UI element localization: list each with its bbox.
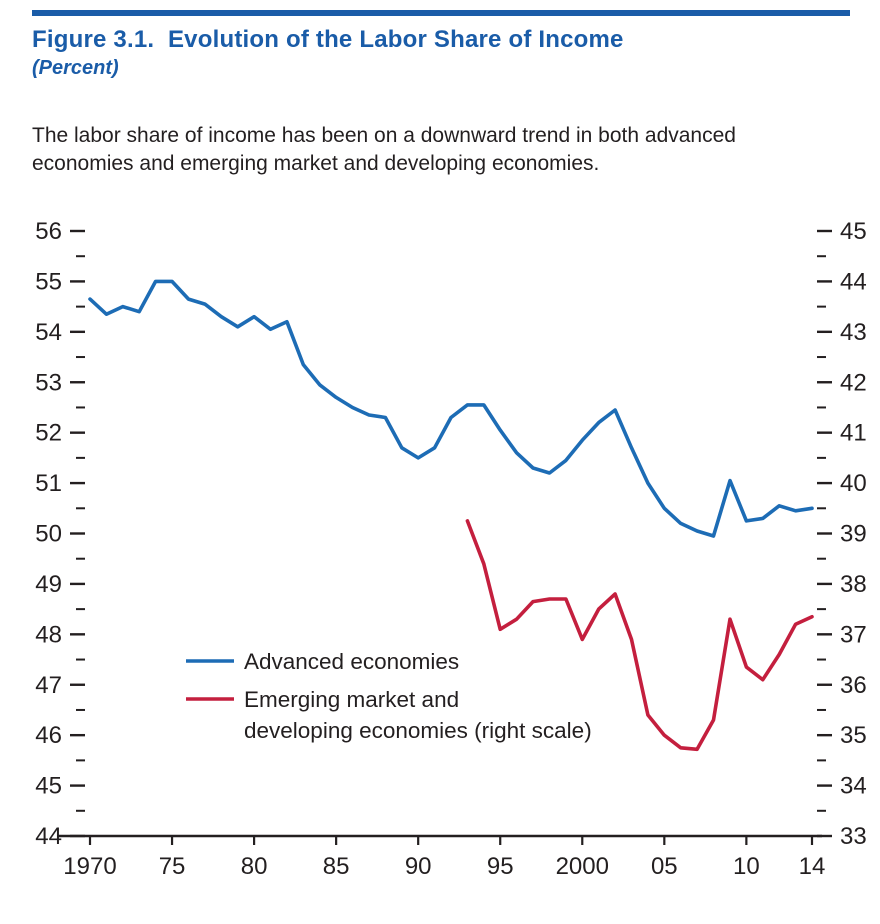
- left-axis-tick-label: 56: [35, 218, 62, 245]
- right-axis-tick-label: 45: [840, 218, 867, 245]
- right-axis-tick-label: 34: [840, 773, 867, 800]
- series-line-emerging-market-developing-economies: [465, 519, 814, 752]
- right-axis-tick-label: 36: [840, 672, 867, 699]
- x-tick-label: 14: [799, 853, 826, 880]
- right-axis-tick-label: 44: [840, 269, 867, 296]
- left-axis-tick-label: 54: [35, 319, 62, 346]
- left-axis-tick-label: 52: [35, 420, 62, 447]
- left-axis-tick-label: 44: [35, 823, 62, 850]
- labor-share-line-chart: 1970 75 80 85 90 95 2000 05 10 14 44 45 46 47 48 49 50 51…: [35, 218, 867, 880]
- figure-subtitle: (Percent): [32, 57, 119, 79]
- x-tick-label: 2000: [556, 853, 609, 880]
- legend-label: developing economies (right scale): [244, 718, 592, 743]
- left-axis-tick-label: 48: [35, 622, 62, 649]
- right-axis-tick-label: 40: [840, 471, 867, 498]
- left-axis-tick-label: 50: [35, 521, 62, 548]
- left-axis-tick-label: 45: [35, 773, 62, 800]
- x-tick-label: 90: [405, 853, 432, 880]
- left-axis-tick-label: 55: [35, 269, 62, 296]
- x-tick-label: 75: [159, 853, 186, 880]
- right-axis-tick-label: 41: [840, 420, 867, 447]
- right-axis-tick-label: 35: [840, 723, 867, 750]
- right-axis-tick-label: 42: [840, 370, 867, 397]
- x-tick-label: 85: [323, 853, 350, 880]
- left-axis-tick-label: 46: [35, 723, 62, 750]
- series-line-advanced-economies: [88, 280, 814, 539]
- x-tick-label: 1970: [63, 853, 116, 880]
- x-tick-label: 05: [651, 853, 678, 880]
- left-axis-tick-label: 47: [35, 672, 62, 699]
- right-axis-tick-label: 43: [840, 319, 867, 346]
- x-tick-label: 10: [733, 853, 760, 880]
- right-axis-tick-label: 33: [840, 823, 867, 850]
- figure-top-rule: [32, 10, 850, 16]
- legend-label: Advanced economies: [244, 649, 459, 674]
- right-axis-tick-label: 37: [840, 622, 867, 649]
- figure-caption: The labor share of income has been on a …: [32, 124, 736, 175]
- x-tick-label: 80: [241, 853, 268, 880]
- left-axis-tick-label: 49: [35, 571, 62, 598]
- right-axis-tick-label: 39: [840, 521, 867, 548]
- x-tick-label: 95: [487, 853, 514, 880]
- figure-header: Figure 3.1. Evolution of the Labor Share…: [0, 0, 880, 177]
- figure-title: Figure 3.1. Evolution of the Labor Share…: [32, 26, 624, 53]
- legend-label: Emerging market and: [244, 687, 459, 712]
- left-axis-tick-label: 53: [35, 370, 62, 397]
- right-axis-tick-label: 38: [840, 571, 867, 598]
- left-axis-tick-label: 51: [35, 471, 62, 498]
